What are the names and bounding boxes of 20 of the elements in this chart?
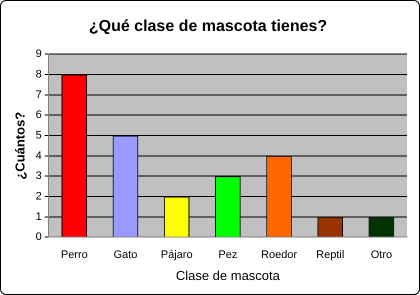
y-tick-label: 6: [36, 109, 42, 122]
y-tick-label: 4: [36, 150, 42, 162]
x-tick-label: Gato: [114, 248, 138, 261]
x-tick-label: Roedor: [261, 248, 298, 261]
x-tick-label: Perro: [60, 248, 88, 261]
y-tick-label: 1: [36, 210, 42, 223]
x-tick-label: Otro: [370, 248, 392, 261]
y-tick-label: 2: [36, 190, 42, 203]
y-tick-label: 7: [36, 88, 42, 101]
y-tick-label: 5: [36, 130, 42, 142]
y-tick-label: 8: [36, 68, 42, 81]
x-axis-title: Clase de mascota: [176, 268, 281, 283]
x-tick-label: Pez: [218, 248, 238, 261]
y-tick-label: 0: [36, 231, 42, 244]
x-tick-label: Pájaro: [160, 248, 193, 261]
y-tick-label: 3: [36, 170, 42, 182]
x-tick-label: Reptil: [316, 248, 344, 261]
y-axis-title: ¿Cuántos?: [12, 112, 28, 180]
y-tick-label: 9: [36, 48, 42, 60]
chart-title: ¿Qué clase de mascota tienes?: [88, 18, 328, 36]
